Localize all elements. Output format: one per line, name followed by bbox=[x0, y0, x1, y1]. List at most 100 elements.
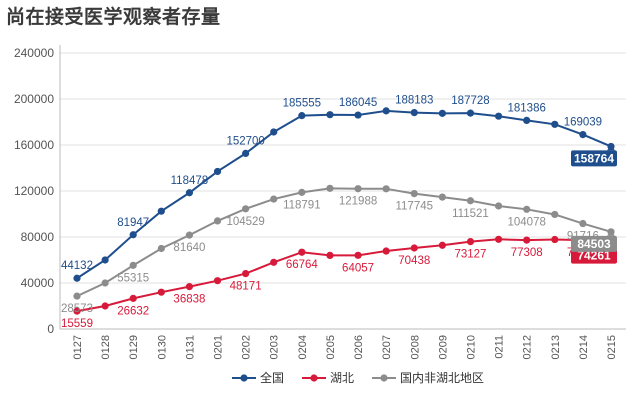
data-point bbox=[354, 111, 362, 119]
y-tick-label: 160000 bbox=[14, 138, 54, 152]
data-point bbox=[157, 207, 165, 215]
data-label: 186045 bbox=[339, 97, 377, 109]
y-tick-label: 120000 bbox=[14, 184, 54, 198]
data-point bbox=[410, 244, 418, 252]
x-tick-label: 0208 bbox=[409, 335, 421, 359]
data-point bbox=[523, 116, 531, 125]
x-tick-label: 0201 bbox=[213, 335, 225, 359]
data-point bbox=[73, 307, 81, 315]
data-point bbox=[382, 107, 390, 115]
y-tick-label: 200000 bbox=[14, 92, 54, 106]
chart-title: 尚在接受医学观察者存量 bbox=[6, 6, 221, 28]
data-point bbox=[326, 111, 334, 119]
data-point bbox=[298, 112, 306, 120]
y-tick-label: 40000 bbox=[21, 276, 55, 290]
data-point bbox=[438, 109, 446, 117]
legend-marker bbox=[240, 374, 248, 382]
data-point bbox=[494, 235, 503, 243]
data-point bbox=[157, 244, 165, 253]
y-tick-label: 0 bbox=[47, 322, 54, 336]
end-value-pointer bbox=[607, 145, 615, 151]
data-label: 44132 bbox=[61, 260, 93, 272]
data-point bbox=[101, 279, 109, 287]
data-label: 81947 bbox=[117, 217, 149, 229]
x-tick-label: 0209 bbox=[437, 335, 449, 359]
data-label: 152700 bbox=[226, 135, 264, 147]
data-point bbox=[466, 109, 475, 117]
data-point bbox=[438, 241, 446, 249]
data-point bbox=[213, 217, 222, 225]
legend-item-label: 全国 bbox=[260, 370, 284, 385]
end-value-label: 84503 bbox=[577, 237, 611, 251]
data-label: 66764 bbox=[286, 259, 319, 271]
data-point bbox=[551, 210, 559, 219]
x-tick-label: 0212 bbox=[522, 335, 534, 359]
data-point bbox=[466, 238, 475, 246]
data-point bbox=[466, 197, 475, 205]
data-point bbox=[523, 205, 531, 213]
data-point bbox=[579, 131, 587, 139]
data-point bbox=[185, 189, 194, 197]
data-label: 121988 bbox=[339, 196, 377, 208]
data-point bbox=[298, 248, 306, 256]
x-tick-label: 0202 bbox=[241, 335, 253, 359]
series-line-1 bbox=[76, 238, 612, 313]
data-label: 104529 bbox=[226, 216, 264, 228]
data-point bbox=[298, 188, 306, 196]
data-point bbox=[185, 283, 194, 291]
data-point bbox=[242, 149, 250, 157]
data-label: 55315 bbox=[117, 272, 149, 284]
data-label: 181386 bbox=[507, 102, 545, 114]
x-tick-label: 0211 bbox=[494, 335, 506, 359]
data-point bbox=[129, 261, 137, 269]
data-point bbox=[213, 167, 222, 176]
data-point bbox=[157, 288, 165, 296]
data-point bbox=[494, 202, 503, 210]
data-point bbox=[242, 270, 250, 278]
x-tick-label: 0215 bbox=[606, 335, 618, 359]
data-point bbox=[551, 235, 559, 244]
data-point bbox=[523, 236, 531, 244]
data-label: 77308 bbox=[511, 247, 543, 259]
data-point bbox=[410, 108, 418, 117]
data-point bbox=[579, 219, 587, 228]
legend-item-label: 湖北 bbox=[330, 370, 354, 385]
data-label: 28573 bbox=[61, 303, 93, 315]
data-point bbox=[382, 247, 390, 255]
data-point bbox=[410, 189, 418, 198]
data-label: 188183 bbox=[395, 95, 433, 107]
end-value-pointer bbox=[607, 230, 615, 236]
x-tick-label: 0214 bbox=[578, 335, 590, 359]
data-label: 36838 bbox=[173, 294, 205, 306]
data-point bbox=[438, 193, 446, 201]
data-point bbox=[101, 302, 109, 310]
x-tick-label: 0127 bbox=[72, 335, 84, 359]
data-label: 187728 bbox=[451, 95, 489, 107]
data-point bbox=[270, 195, 278, 203]
x-tick-label: 0130 bbox=[156, 335, 168, 359]
data-point bbox=[270, 128, 278, 136]
data-label: 111521 bbox=[452, 208, 489, 220]
x-tick-label: 0203 bbox=[269, 335, 281, 359]
data-point bbox=[73, 292, 81, 300]
x-tick-label: 0131 bbox=[184, 335, 196, 359]
data-point bbox=[354, 185, 362, 193]
data-label: 118791 bbox=[283, 199, 321, 211]
x-tick-label: 0207 bbox=[381, 335, 393, 359]
data-point bbox=[551, 120, 559, 128]
x-axis: 0127 0128 0129 0130 0131 0201 0202 0203 0204 0205… bbox=[60, 328, 626, 359]
data-label: 185555 bbox=[283, 98, 321, 110]
end-value-box bbox=[571, 150, 617, 167]
x-tick-label: 0204 bbox=[297, 335, 309, 359]
legend-marker bbox=[310, 374, 318, 382]
data-point bbox=[270, 258, 278, 266]
data-point bbox=[382, 185, 390, 193]
data-label: 64057 bbox=[342, 262, 374, 274]
end-value-label: 158764 bbox=[574, 151, 614, 165]
y-tick-label: 240000 bbox=[14, 46, 54, 60]
x-tick-label: 0205 bbox=[325, 335, 337, 359]
x-tick-label: 0210 bbox=[465, 335, 477, 359]
data-label: 81640 bbox=[173, 242, 205, 254]
data-point bbox=[185, 231, 194, 239]
